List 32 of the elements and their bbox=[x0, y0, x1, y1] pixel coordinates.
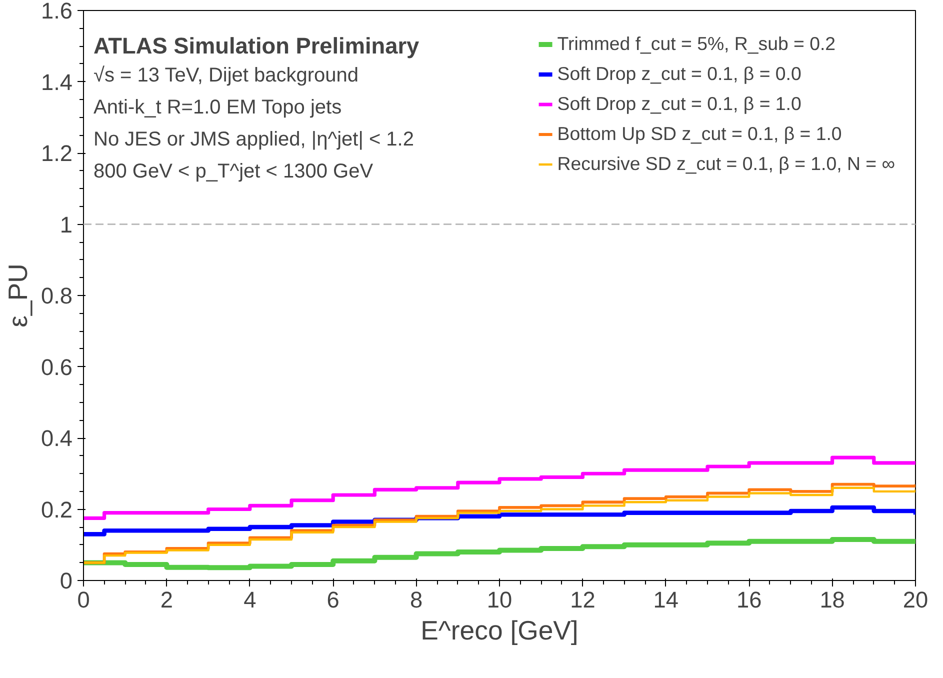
y-tick-label: 0.6 bbox=[41, 354, 73, 380]
x-tick-label: 0 bbox=[77, 586, 90, 612]
y-tick-label: 1.6 bbox=[41, 0, 73, 24]
x-tick-label: 2 bbox=[160, 586, 174, 612]
x-tick-label: 8 bbox=[410, 586, 423, 612]
y-tick-label: 0 bbox=[60, 568, 73, 594]
x-axis-title: E^reco [GeV] bbox=[420, 616, 578, 646]
annotation: No JES or JMS applied, |η^jet| < 1.2 bbox=[94, 128, 414, 150]
annotation: Anti-k_t R=1.0 EM Topo jets bbox=[94, 96, 342, 118]
y-tick-label: 0.8 bbox=[41, 282, 73, 308]
x-tick-label: 18 bbox=[820, 586, 845, 612]
x-tick-label: 16 bbox=[736, 586, 762, 612]
annotation: √s = 13 TeV, Dijet background bbox=[94, 64, 359, 86]
annotation: 800 GeV < p_T^jet < 1300 GeV bbox=[94, 160, 374, 182]
x-tick-label: 4 bbox=[244, 586, 256, 612]
legend-label: Recursive SD z_cut = 0.1, β = 1.0, N = ∞ bbox=[557, 152, 895, 176]
x-tick-label: 10 bbox=[486, 586, 512, 612]
legend-label: Trimmed f_cut = 5%, R_sub = 0.2 bbox=[557, 32, 836, 56]
x-tick-label: 20 bbox=[902, 586, 928, 612]
annotation: ATLAS Simulation Preliminary bbox=[94, 32, 420, 58]
legend-label: Soft Drop z_cut = 0.1, β = 1.0 bbox=[557, 92, 802, 116]
legend-label: Soft Drop z_cut = 0.1, β = 0.0 bbox=[557, 62, 802, 86]
legend-label: Bottom Up SD z_cut = 0.1, β = 1.0 bbox=[557, 122, 842, 146]
y-tick-label: 1.4 bbox=[41, 68, 73, 95]
y-tick-label: 0.2 bbox=[41, 496, 73, 522]
x-tick-label: 12 bbox=[570, 586, 596, 612]
y-tick-label: 1 bbox=[60, 211, 73, 238]
y-tick-label: 1.2 bbox=[41, 140, 73, 166]
y-axis-title: ε_PU bbox=[3, 264, 34, 328]
y-tick-label: 0.4 bbox=[41, 425, 73, 451]
x-tick-label: 6 bbox=[326, 586, 340, 612]
x-tick-label: 14 bbox=[653, 586, 679, 612]
